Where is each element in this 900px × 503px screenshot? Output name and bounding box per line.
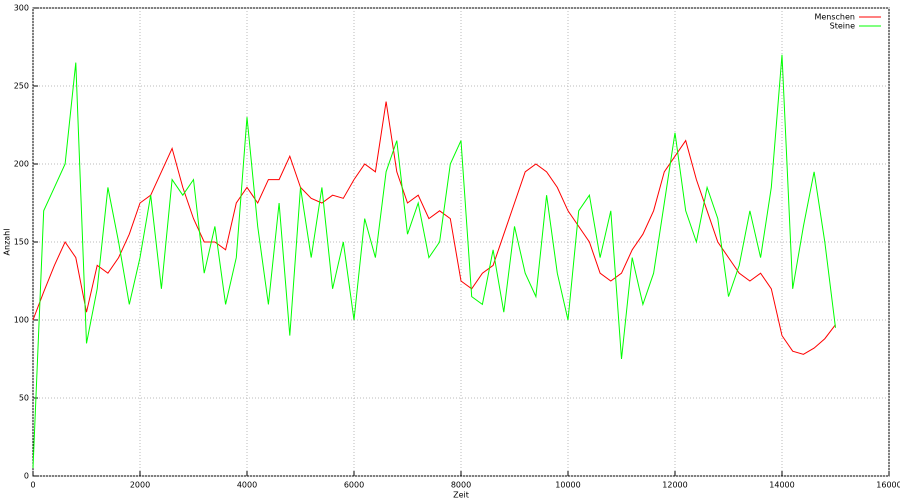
y-axis-label: Anzahl [3,229,12,256]
y-tick-label: 200 [14,160,29,169]
y-tick-label: 150 [14,238,29,247]
legend-label: Menschen [814,13,855,22]
x-tick-label: 0 [30,481,35,490]
legend-label: Steine [830,22,855,31]
y-tick-label: 50 [19,394,29,403]
x-tick-label: 12000 [662,481,687,490]
x-tick-label: 2000 [130,481,150,490]
x-tick-label: 6000 [344,481,364,490]
x-tick-label: 4000 [237,481,257,490]
line [32,54,836,469]
x-tick-label: 8000 [451,481,471,490]
x-tick-label: 16000 [876,481,900,490]
y-tick-label: 0 [24,472,29,481]
x-tick-label: 10000 [555,481,580,490]
y-tick-label: 250 [14,82,29,91]
line [32,101,836,355]
y-tick-label: 300 [14,4,29,13]
y-tick-label: 100 [14,316,29,325]
x-tick-label: 14000 [769,481,794,490]
x-axis-label: Zeit [453,491,469,500]
